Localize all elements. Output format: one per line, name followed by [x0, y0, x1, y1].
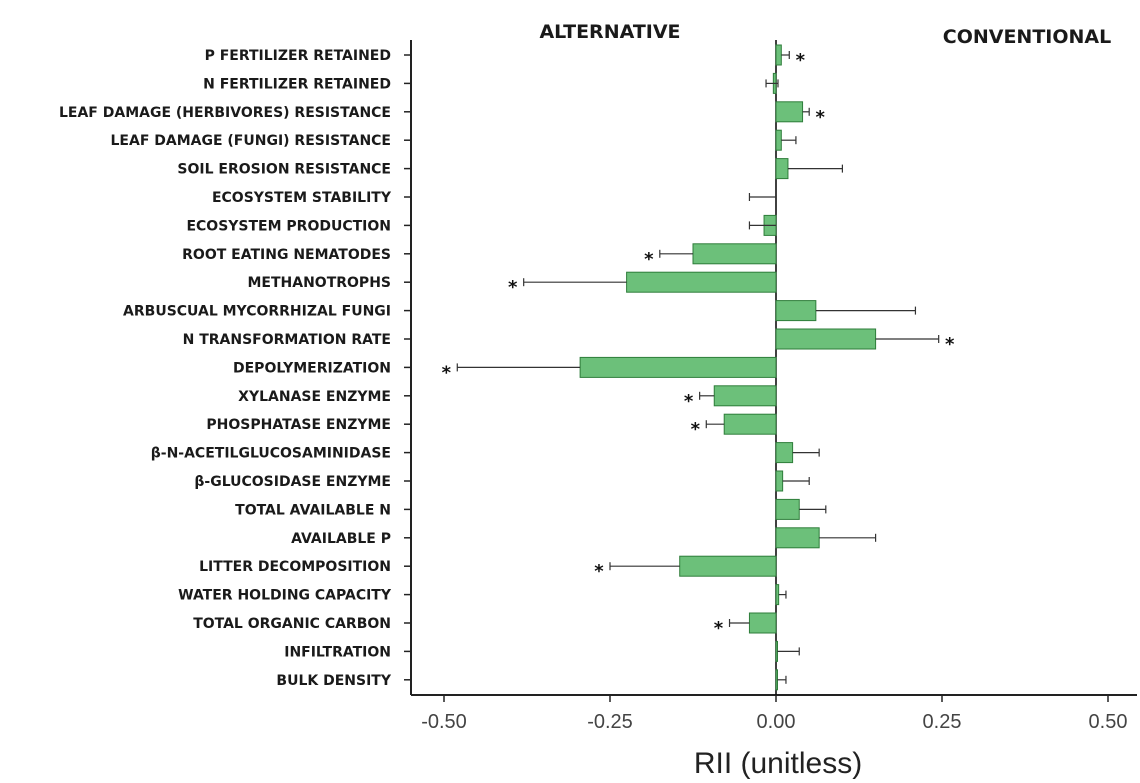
category-label: INFILTRATION [284, 644, 391, 660]
category-label: ARBUSCUAL MYCORRHIZAL FUNGI [123, 304, 391, 320]
category-label: AVAILABLE P [291, 531, 391, 547]
bar [775, 300, 817, 322]
category-label: PHOSPHATASE ENZYME [206, 417, 391, 433]
significance-marker: * [442, 362, 452, 383]
bar [775, 669, 778, 691]
category-label: TOTAL AVAILABLE N [235, 502, 391, 518]
significance-marker: * [815, 107, 825, 128]
bar [775, 328, 877, 350]
category-label: N TRANSFORMATION RATE [183, 332, 391, 348]
x-tick-label: 0.50 [1089, 711, 1128, 733]
significance-marker: * [508, 277, 518, 298]
bar [626, 271, 777, 293]
bar [775, 129, 782, 151]
category-label: XYLANASE ENZYME [238, 389, 391, 405]
bar [723, 413, 777, 435]
category-label: N FERTILIZER RETAINED [203, 76, 391, 92]
significance-marker: * [594, 561, 604, 582]
category-label: ROOT EATING NEMATODES [182, 247, 391, 263]
bar [579, 356, 777, 378]
significance-marker: * [684, 391, 694, 412]
category-label: BULK DENSITY [276, 673, 391, 689]
significance-marker: * [945, 334, 955, 355]
header-conventional: CONVENTIONAL [943, 26, 1111, 48]
bar [748, 612, 777, 634]
significance-marker: * [691, 419, 701, 440]
category-label: LEAF DAMAGE (FUNGI) RESISTANCE [111, 133, 392, 149]
bar [692, 243, 777, 265]
bar [775, 640, 778, 662]
x-tick-label: -0.50 [421, 711, 467, 733]
category-label: LITTER DECOMPOSITION [199, 559, 391, 575]
significance-marker: * [644, 249, 654, 270]
category-label: DEPOLYMERIZATION [233, 360, 391, 376]
plot-area: -0.50 -0.25 0.00 0.25 0.50 P FERTILIZER RETAI… [59, 40, 1137, 733]
significance-marker: * [796, 50, 806, 71]
bar [775, 44, 782, 66]
bar [775, 470, 784, 492]
category-label: LEAF DAMAGE (HERBIVORES) RESISTANCE [59, 105, 391, 121]
bar [713, 385, 777, 407]
bar [775, 527, 820, 549]
x-axis-label: RII (unitless) [694, 747, 862, 780]
category-label: ECOSYSTEM PRODUCTION [186, 218, 391, 234]
category-label: TOTAL ORGANIC CARBON [193, 616, 391, 632]
header-alternative: ALTERNATIVE [539, 21, 680, 43]
category-label: β-GLUCOSIDASE ENZYME [194, 474, 391, 490]
x-tick-label: -0.25 [587, 711, 633, 733]
category-label: SOIL EROSION RESISTANCE [177, 162, 391, 178]
x-tick-label: 0.00 [757, 711, 796, 733]
bar [775, 584, 780, 606]
significance-marker: * [714, 618, 724, 639]
category-label: ECOSYSTEM STABILITY [212, 190, 392, 206]
category-label: WATER HOLDING CAPACITY [178, 588, 392, 604]
bar [775, 101, 804, 123]
category-label: METHANOTROPHS [247, 275, 391, 291]
x-tick-label: 0.25 [923, 711, 962, 733]
bar [775, 442, 794, 464]
bar [679, 555, 777, 577]
bar [775, 498, 800, 520]
category-label: P FERTILIZER RETAINED [205, 48, 391, 64]
bar [775, 158, 789, 180]
category-label: β-N-ACETILGLUCOSAMINIDASE [151, 446, 391, 462]
